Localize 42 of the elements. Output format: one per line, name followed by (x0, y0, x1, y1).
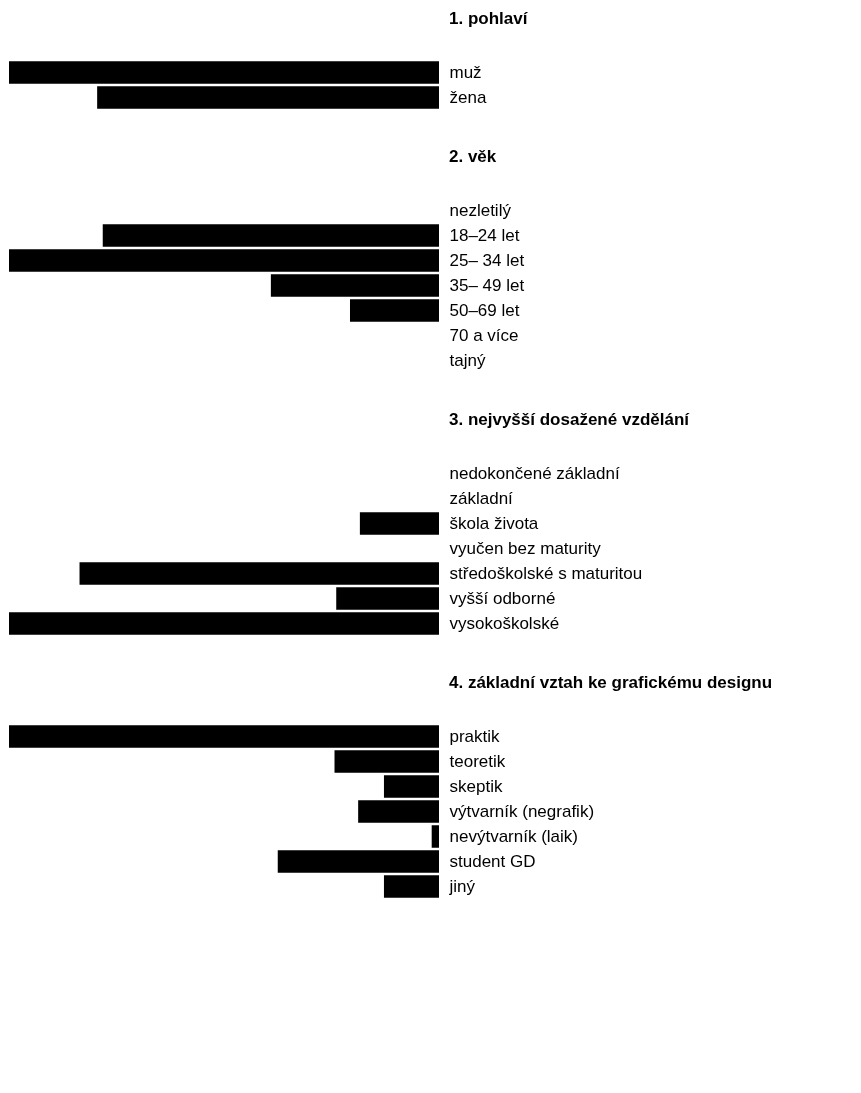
y-tick-label: základní (449, 488, 514, 508)
y-tick-label: nedokončené základní (449, 463, 620, 483)
bar (9, 612, 439, 635)
bar (431, 825, 439, 848)
text: 1. pohlaví (449, 9, 529, 28)
y-tick-label: jiný (448, 876, 476, 896)
y-tick-label: nezletilý (449, 200, 512, 220)
y-tick-label: praktik (449, 726, 501, 746)
bar (334, 750, 439, 773)
bar (277, 850, 439, 873)
bar (383, 875, 439, 898)
y-tick-label: muž (449, 62, 482, 82)
chart-title: 2. věk (449, 147, 497, 166)
y-tick-label: nevýtvarník (laik) (449, 826, 578, 846)
y-tick-label: teoretik (449, 751, 506, 771)
y-tick-label: student GD (449, 851, 536, 871)
bar (9, 725, 439, 748)
y-tick-label: 70 a více (449, 325, 519, 345)
bar (358, 800, 439, 823)
y-tick-label: středoškolské s maturitou (449, 563, 643, 583)
y-tick-label: tajný (449, 350, 486, 370)
bar (349, 299, 439, 322)
y-tick-label: skeptik (449, 776, 503, 796)
y-tick-label: 50–69 let (449, 300, 520, 320)
y-tick-label: vyšší odborné (449, 588, 556, 608)
bar (102, 224, 439, 247)
bar (270, 274, 439, 297)
y-tick-label: vyučen bez maturity (449, 538, 602, 558)
bar (336, 587, 439, 610)
y-tick-label: 18–24 let (449, 225, 520, 245)
y-tick-label: žena (449, 87, 487, 107)
y-tick-label: škola života (449, 513, 539, 533)
y-tick-label: 35– 49 let (449, 275, 525, 295)
y-tick-label: vysokoškolské (449, 613, 560, 633)
text: 3. nejvyšší dosažené vzdělání (449, 410, 691, 429)
y-tick-label: 25– 34 let (449, 250, 525, 270)
bar (9, 249, 439, 272)
bar (359, 512, 439, 535)
bar (79, 562, 439, 585)
text: 4. základní vztah ke grafickému designu (449, 673, 773, 692)
bar (383, 775, 439, 798)
y-tick-label: výtvarník (negrafik) (449, 801, 595, 821)
